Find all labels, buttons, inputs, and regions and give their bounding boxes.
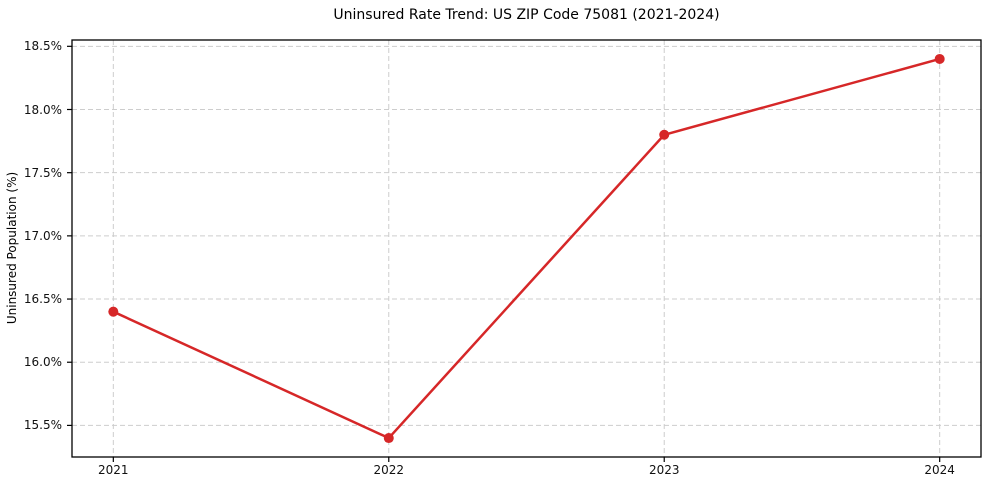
data-point-marker bbox=[108, 306, 119, 317]
y-tick-label: 17.5% bbox=[23, 165, 62, 180]
y-tick-label: 16.0% bbox=[23, 355, 62, 370]
y-tick-label: 18.5% bbox=[23, 39, 62, 54]
x-tick-label: 2023 bbox=[648, 463, 680, 477]
y-tick-label: 16.5% bbox=[23, 292, 62, 307]
x-tick-label: 2022 bbox=[373, 463, 405, 477]
y-tick-label: 15.5% bbox=[23, 418, 62, 433]
data-point-marker bbox=[383, 433, 394, 444]
series-line bbox=[112, 57, 941, 440]
y-tick-label: 17.0% bbox=[23, 228, 62, 243]
y-tick-label: 18.0% bbox=[23, 102, 62, 117]
data-point-marker bbox=[659, 129, 670, 140]
chart-title: Uninsured Rate Trend: US ZIP Code 75081 … bbox=[333, 7, 720, 23]
x-tick-label: 2024 bbox=[924, 463, 955, 477]
x-tick-label: 2021 bbox=[98, 463, 129, 477]
data-point-marker bbox=[934, 53, 945, 64]
